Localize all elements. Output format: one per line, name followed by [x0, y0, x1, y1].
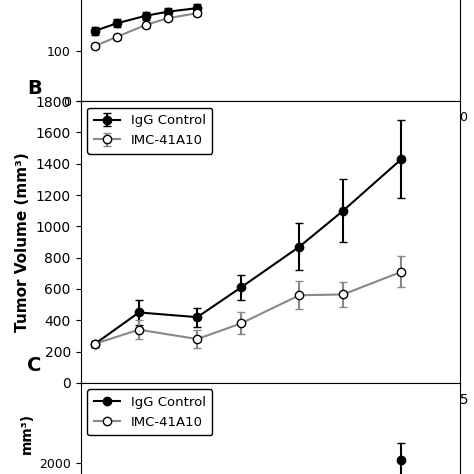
X-axis label: Time (Days): Time (Days)	[223, 129, 317, 144]
Legend: IgG Control, IMC-41A10: IgG Control, IMC-41A10	[87, 390, 212, 435]
Text: C: C	[27, 356, 42, 375]
Text: B: B	[27, 79, 42, 99]
Y-axis label: Tumor Volume (mm³): Tumor Volume (mm³)	[15, 152, 30, 332]
X-axis label: Time (Days): Time (Days)	[219, 412, 321, 427]
Y-axis label: mm³): mm³)	[19, 412, 34, 454]
Legend: IgG Control, IMC-41A10: IgG Control, IMC-41A10	[87, 108, 212, 154]
